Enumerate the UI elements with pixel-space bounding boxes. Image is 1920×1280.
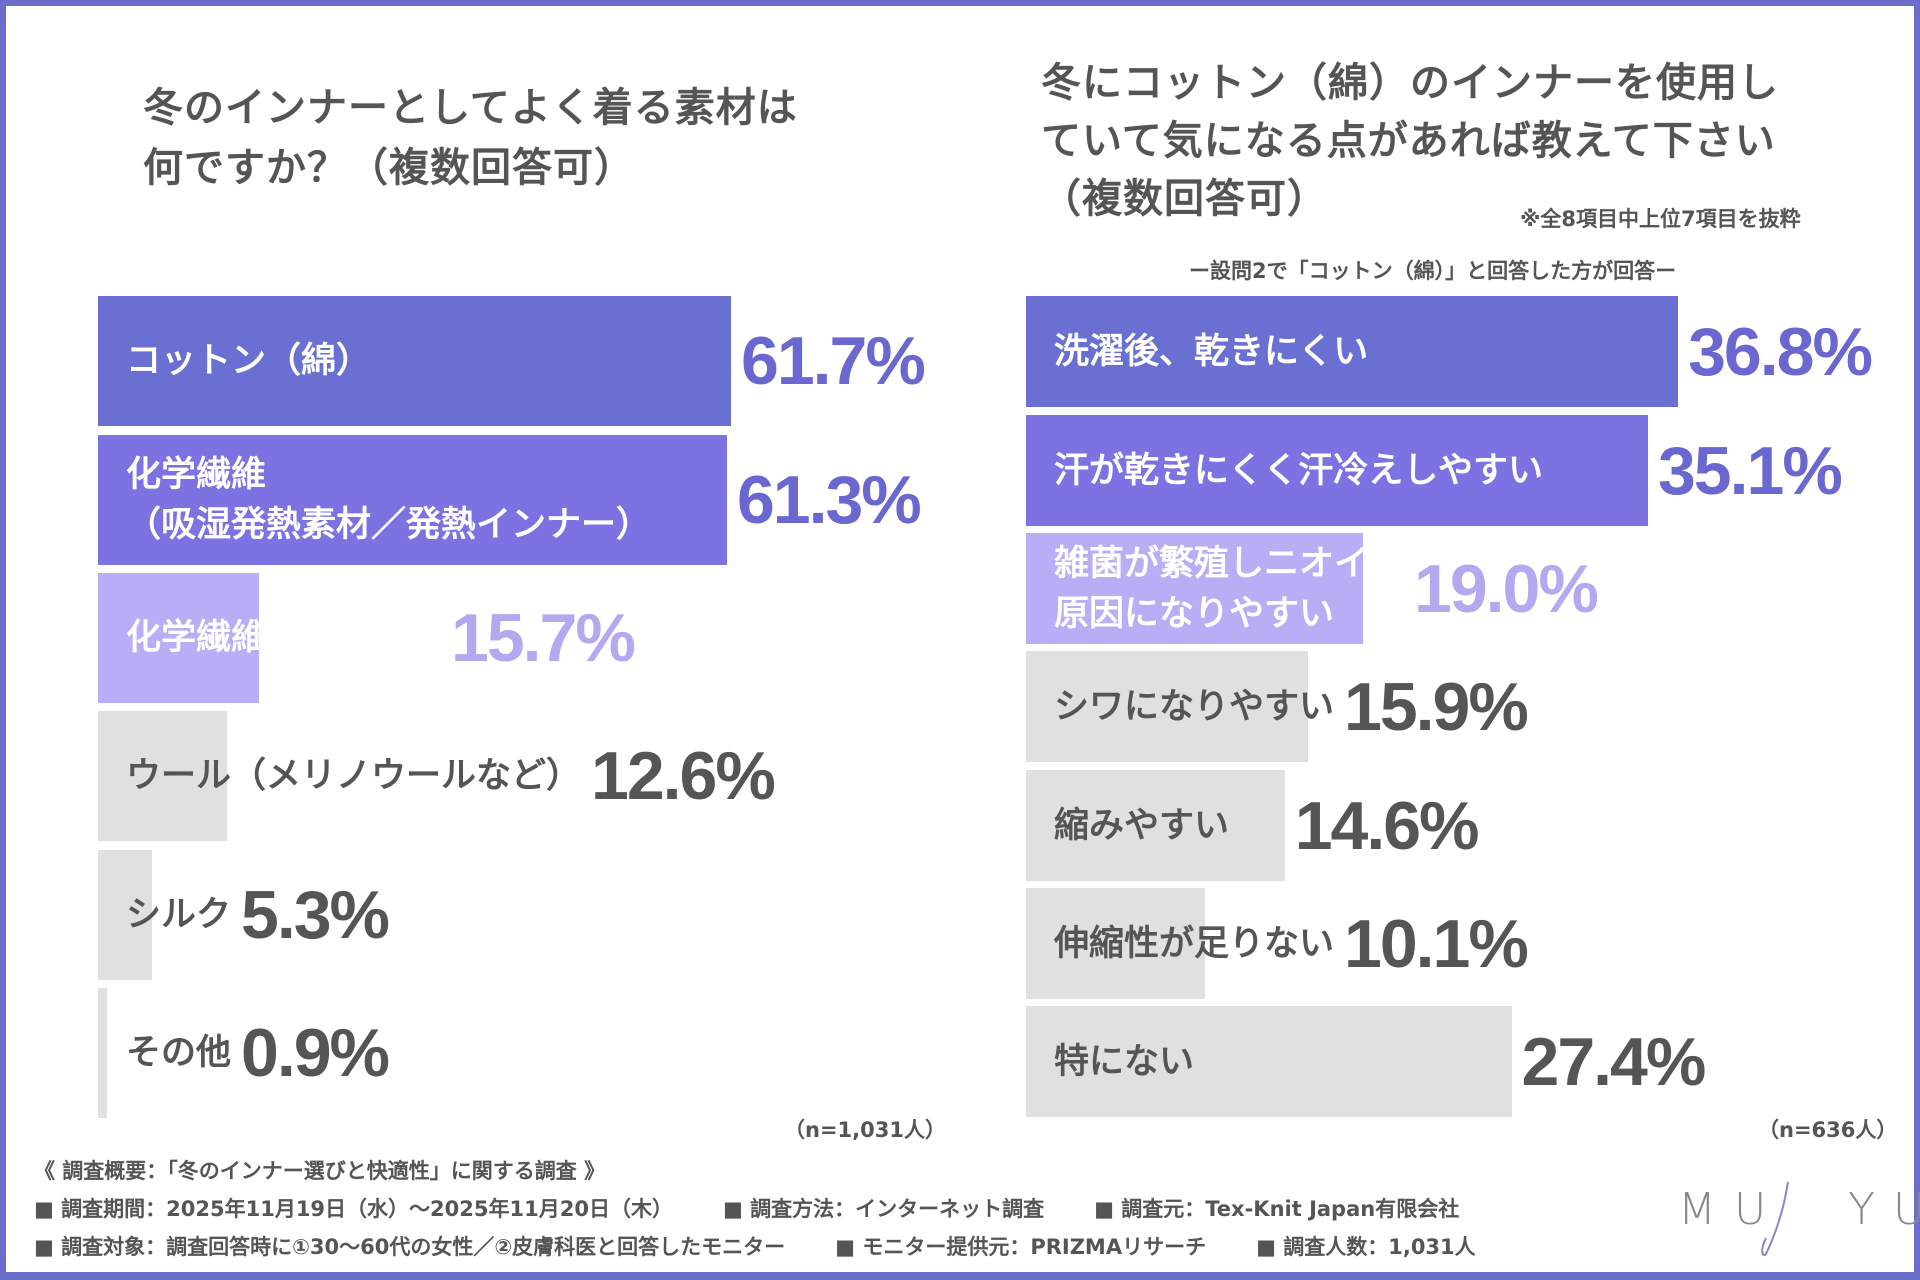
right-chart-subtitle: ー設問2で「コットン（綿）」と回答した方が回答ー	[1189, 259, 1677, 283]
survey-line-1: ■ 調査期間：2025年11月19日（水）〜2025年11月20日（木） ■ 調査…	[34, 1190, 1526, 1228]
bar	[98, 711, 228, 841]
category-label: コットン（綿）	[126, 341, 372, 381]
bar-row: 汗が乾きにくく汗冷えしやすい 35.1%	[1026, 415, 1920, 526]
value-label: 27.4%	[1521, 1023, 1707, 1100]
bar	[98, 435, 727, 565]
survey-source: ■ 調査元：Tex-Knit Japan有限会社	[1094, 1197, 1460, 1221]
bar-row: 特にない 27.4%	[1026, 1006, 1920, 1117]
category-label: シワになりやすい	[1054, 686, 1335, 727]
bar-row: 化学繊維 （吸湿発熱素材／発熱インナー） 61.3%	[98, 435, 998, 565]
bar	[1026, 770, 1285, 881]
bar	[98, 296, 732, 426]
bar-row: シルク 5.3%	[98, 850, 998, 980]
bar-row: 伸縮性が足りない 10.1%	[1026, 888, 1920, 999]
value-label: 15.9%	[1344, 668, 1529, 745]
left-chart-title: 冬のインナーとしてよく着る素材は 何ですか？（複数回答可）	[143, 85, 798, 191]
bar	[1026, 888, 1205, 999]
category-label: 化学繊維（その他）	[126, 618, 442, 658]
value-label: 12.6%	[591, 738, 776, 814]
bar	[1026, 1006, 1512, 1117]
right-chart-note: ※全8項目中上位7項目を抜粋	[1520, 207, 1801, 231]
bar-row: シワになりやすい 15.9%	[1026, 651, 1920, 762]
category-label: 特にない	[1054, 1041, 1195, 1082]
survey-heading: 《 調査概要：「冬のインナー選びと快適性」に関する調査 》	[34, 1159, 606, 1183]
bar-row: 縮みやすい 14.6%	[1026, 770, 1920, 881]
survey-period: ■ 調査期間：2025年11月19日（水）〜2025年11月20日（木）	[34, 1197, 673, 1221]
value-label: 14.6%	[1294, 787, 1480, 864]
bar	[98, 988, 108, 1118]
value-label: 36.8%	[1688, 313, 1873, 390]
bar	[1026, 533, 1363, 644]
category-label: 雑菌が繁殖しニオイの 原因になりやすい	[1054, 543, 1405, 634]
bar	[1026, 296, 1679, 407]
bar-row: 化学繊維（その他） 15.7%	[98, 573, 998, 703]
value-label: 5.3%	[241, 877, 390, 953]
survey-count: ■ 調査人数：1,031人	[1256, 1235, 1476, 1259]
bar	[98, 573, 260, 703]
survey-method: ■ 調査方法：インターネット調査	[722, 1197, 1045, 1221]
bar	[1026, 651, 1308, 762]
bar-row: 洗濯後、乾きにくい 36.8%	[1026, 296, 1920, 407]
survey-summary: 《 調査概要：「冬のインナー選びと快適性」に関する調査 》 ■ 調査期間：202…	[34, 1152, 1526, 1266]
value-label: 61.7%	[741, 323, 926, 399]
category-label: 縮みやすい	[1054, 805, 1230, 846]
logo-j-mark	[1761, 1181, 1789, 1256]
bar-row: 雑菌が繁殖しニオイの 原因になりやすい 19.0%	[1026, 533, 1920, 644]
value-label: 0.9%	[241, 1015, 390, 1091]
bar-row: ウール（メリノウールなど） 12.6%	[98, 711, 998, 841]
value-label: 15.7%	[451, 600, 636, 676]
right-sample-size: （n=636人）	[1758, 1118, 1898, 1142]
survey-line-2: ■ 調査対象：調査回答時に①30〜60代の女性／②皮膚科医と回答したモニター ■ …	[34, 1228, 1526, 1266]
survey-target: ■ 調査対象：調査回答時に①30〜60代の女性／②皮膚科医と回答したモニター	[34, 1235, 786, 1259]
category-label: 化学繊維 （吸湿発熱素材／発熱インナー）	[126, 455, 652, 545]
value-label: 61.3%	[736, 462, 922, 538]
bar-row: コットン（綿） 61.7%	[98, 296, 998, 426]
survey-provider: ■ モニター提供元：PRIZMAリサーチ	[835, 1235, 1207, 1259]
category-label: その他	[126, 1033, 232, 1073]
category-label: 汗が乾きにくく汗冷えしやすい	[1054, 450, 1543, 491]
chart-frame: 冬のインナーとしてよく着る素材は 何ですか？（複数回答可） 冬にコットン（綿）の…	[6, 6, 1920, 1272]
category-label: シルク	[126, 895, 232, 935]
value-label: 35.1%	[1657, 432, 1843, 509]
category-label: ウール（メリノウールなど）	[126, 756, 582, 796]
right-chart-title: 冬にコットン（綿）のインナーを使用し ていて気になる点があれば教えて下さい （複…	[1041, 60, 1779, 222]
left-sample-size: （n=1,031人）	[784, 1118, 946, 1142]
bar-row: その他 0.9%	[98, 988, 998, 1118]
value-label: 19.0%	[1414, 550, 1599, 627]
value-label: 10.1%	[1344, 905, 1529, 982]
category-label: 洗濯後、乾きにくい	[1054, 331, 1369, 372]
brand-logo: MU YU	[1678, 1181, 1920, 1256]
bar	[98, 850, 153, 980]
category-label: 伸縮性が足りない	[1054, 923, 1335, 964]
bar	[1026, 415, 1648, 526]
